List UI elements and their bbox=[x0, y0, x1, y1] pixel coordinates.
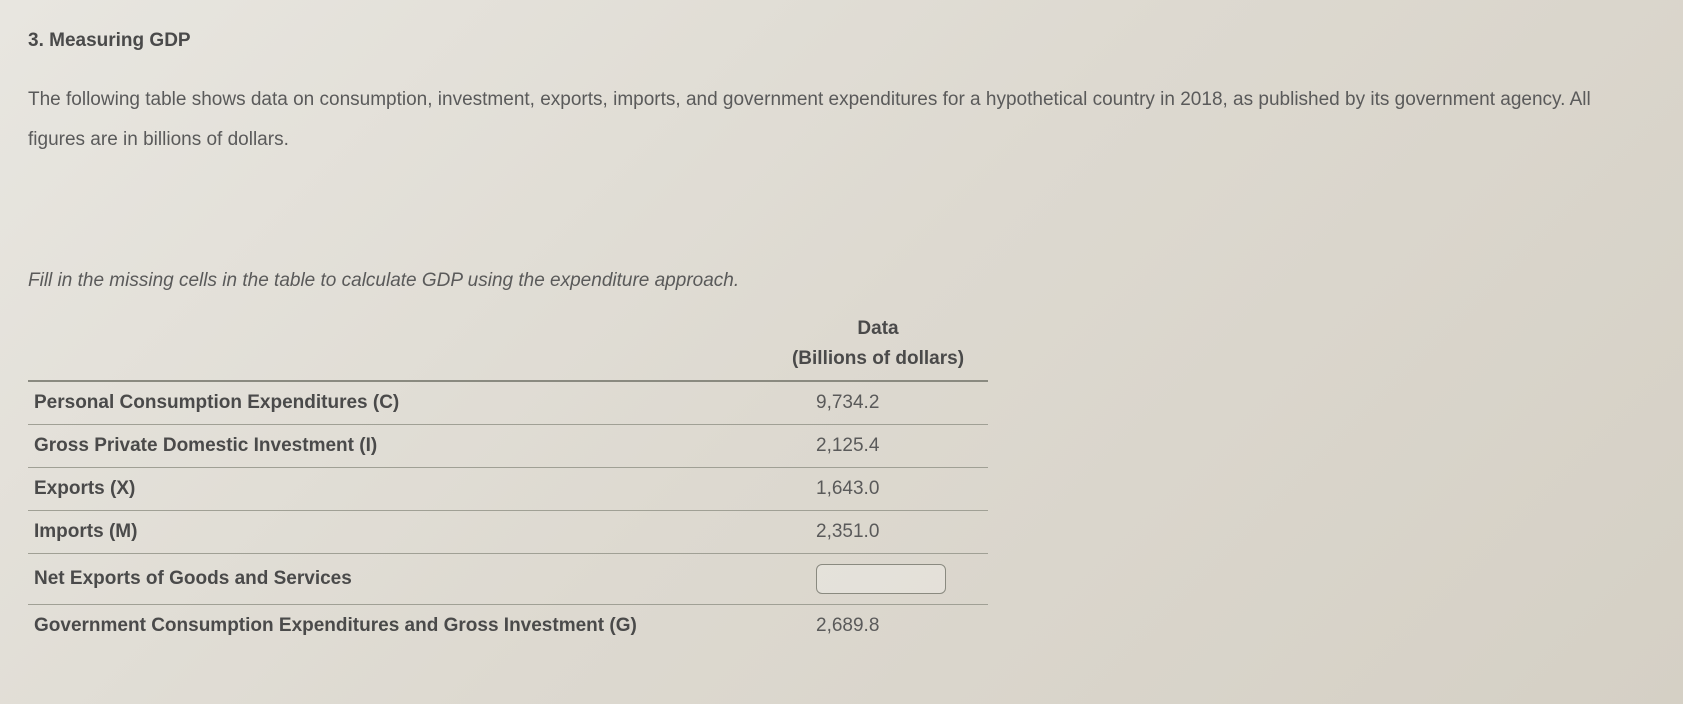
label-column-subheader bbox=[28, 344, 768, 381]
instruction-text: Fill in the missing cells in the table t… bbox=[28, 270, 1655, 292]
row-value-input-cell bbox=[768, 553, 988, 604]
table-row: Imports (M) 2,351.0 bbox=[28, 510, 988, 553]
intro-paragraph: The following table shows data on consum… bbox=[28, 80, 1628, 160]
table-row: Personal Consumption Expenditures (C) 9,… bbox=[28, 381, 988, 425]
data-column-header-line1: Data bbox=[768, 314, 988, 344]
row-value: 9,734.2 bbox=[768, 381, 988, 425]
row-value: 2,689.8 bbox=[768, 604, 988, 647]
label-column-header bbox=[28, 314, 768, 344]
table-row: Government Consumption Expenditures and … bbox=[28, 604, 988, 647]
row-label: Personal Consumption Expenditures (C) bbox=[28, 381, 768, 425]
table-row: Exports (X) 1,643.0 bbox=[28, 467, 988, 510]
row-label: Exports (X) bbox=[28, 467, 768, 510]
data-column-header-line2: (Billions of dollars) bbox=[768, 344, 988, 381]
row-value: 2,125.4 bbox=[768, 424, 988, 467]
table-row: Net Exports of Goods and Services bbox=[28, 553, 988, 604]
gdp-table: Data (Billions of dollars) Personal Cons… bbox=[28, 314, 988, 647]
question-heading: 3. Measuring GDP bbox=[28, 30, 1655, 52]
table-row: Gross Private Domestic Investment (I) 2,… bbox=[28, 424, 988, 467]
row-value: 2,351.0 bbox=[768, 510, 988, 553]
row-label: Gross Private Domestic Investment (I) bbox=[28, 424, 768, 467]
row-label: Imports (M) bbox=[28, 510, 768, 553]
row-label: Government Consumption Expenditures and … bbox=[28, 604, 768, 647]
row-label: Net Exports of Goods and Services bbox=[28, 553, 768, 604]
net-exports-input[interactable] bbox=[816, 564, 946, 594]
row-value: 1,643.0 bbox=[768, 467, 988, 510]
